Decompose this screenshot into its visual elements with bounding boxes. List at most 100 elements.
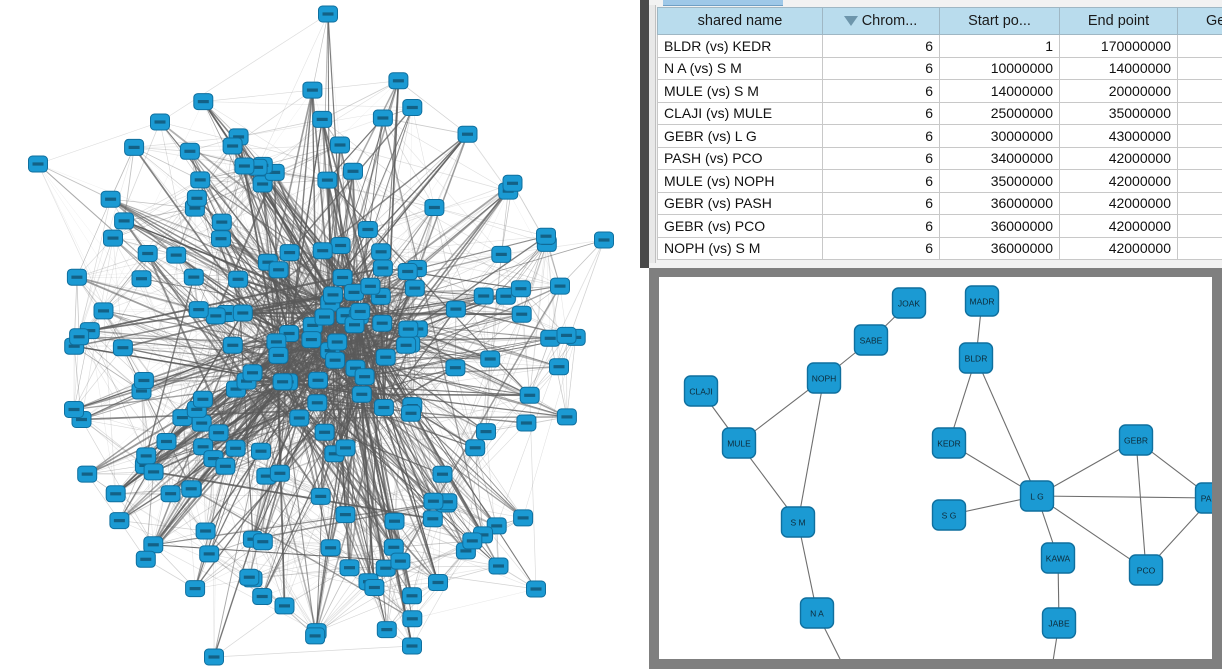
cell-start_point[interactable]: 30000000 (939, 124, 1060, 148)
cell-start_point[interactable]: 36000000 (939, 236, 1060, 260)
full-network-panel[interactable] (0, 0, 640, 669)
subnetwork-edge[interactable] (975, 357, 1038, 497)
cell-shared_name[interactable]: CLAJI (vs) MULE (657, 101, 823, 125)
node-shape[interactable] (891, 287, 927, 319)
table-scroll-area[interactable]: shared name Chrom... Start po... End poi… (657, 7, 1222, 268)
subnetwork-node[interactable]: S M (780, 506, 816, 538)
cell-shared_name[interactable]: GEBR (vs) PASH (657, 191, 823, 215)
cell-end_point[interactable]: 42000000 (1059, 191, 1178, 215)
cell-end_point[interactable]: 35000000 (1059, 101, 1178, 125)
cell-end_point[interactable]: 42000000 (1059, 214, 1178, 238)
node-shape[interactable] (806, 362, 842, 394)
subnetwork-node[interactable]: L G (1019, 480, 1055, 512)
node-shape[interactable] (683, 375, 719, 407)
cell-chromosome[interactable]: 6 (822, 146, 940, 170)
node-shape[interactable] (853, 324, 889, 356)
cell-shared_name[interactable]: NOPH (vs) S M (657, 236, 823, 260)
table-row[interactable]: GEBR (vs) PCO636000000420000008.4 (657, 214, 1222, 238)
table-row[interactable]: CLAJI (vs) MULE625000000350000005.9 (657, 101, 1222, 125)
table-row[interactable]: BLDR (vs) KEDR61170000000192.0 (657, 34, 1222, 58)
cell-genetic[interactable]: 8.4 (1177, 214, 1222, 238)
cell-end_point[interactable]: 170000000 (1059, 34, 1178, 58)
node-shape[interactable] (1040, 542, 1076, 574)
cell-chromosome[interactable]: 6 (822, 56, 940, 80)
column-header-shared-name[interactable]: shared name (657, 7, 823, 35)
subnetwork-panel[interactable]: JOAK MADR SABE BLDR NOPH CLAJI GEBR KEDR MULE L G… (649, 268, 1222, 669)
cell-start_point[interactable]: 34000000 (939, 146, 1060, 170)
subnetwork-node[interactable]: MADR (964, 285, 1000, 317)
column-header-chromosome[interactable]: Chrom... (822, 7, 940, 35)
subnetwork-edge[interactable] (1036, 495, 1147, 571)
subnetwork-edge[interactable] (1036, 495, 1212, 499)
node-shape[interactable] (1041, 607, 1077, 639)
subnetwork-node[interactable]: BLDR (958, 342, 994, 374)
cell-start_point[interactable]: 36000000 (939, 214, 1060, 238)
cell-shared_name[interactable]: BLDR (vs) KEDR (657, 34, 823, 58)
cell-shared_name[interactable]: GEBR (vs) L G (657, 124, 823, 148)
subnetwork-node[interactable]: KAWA (1040, 542, 1076, 574)
table-row[interactable]: GEBR (vs) PASH636000000420000008.9 (657, 191, 1222, 215)
node-shape[interactable] (931, 499, 967, 531)
cell-chromosome[interactable]: 6 (822, 236, 940, 260)
subnetwork-node[interactable]: S G (931, 499, 967, 531)
column-header-end-point[interactable]: End point (1059, 7, 1178, 35)
cell-chromosome[interactable]: 6 (822, 101, 940, 125)
subnetwork-node[interactable]: GEBR (1118, 424, 1154, 456)
edge-table-panel[interactable]: shared name Chrom... Start po... End poi… (640, 0, 1222, 268)
cell-start_point[interactable]: 10000000 (939, 56, 1060, 80)
cell-genetic[interactable]: 8.9 (1177, 191, 1222, 215)
node-shape[interactable] (721, 427, 757, 459)
column-header-genetic[interactable]: Genetic... (1177, 7, 1222, 35)
cell-genetic[interactable]: 11.4 (1177, 146, 1222, 170)
subnetwork-node[interactable]: CLAJI (683, 375, 719, 407)
node-shape[interactable] (799, 597, 835, 629)
cell-end_point[interactable]: 42000000 (1059, 236, 1178, 260)
subnetwork-node[interactable]: N A (799, 597, 835, 629)
cell-end_point[interactable]: 42000000 (1059, 169, 1178, 193)
table-row[interactable]: MULE (vs) S M614000000200000007.5 (657, 79, 1222, 103)
cell-end_point[interactable]: 20000000 (1059, 79, 1178, 103)
cell-chromosome[interactable]: 6 (822, 191, 940, 215)
full-network-canvas[interactable] (0, 0, 640, 669)
table-row[interactable]: NOPH (vs) S M636000000420000009.9 (657, 236, 1222, 260)
cell-end_point[interactable]: 14000000 (1059, 56, 1178, 80)
cell-genetic[interactable]: 192.0 (1177, 34, 1222, 58)
table-top-scrollbar[interactable] (663, 0, 783, 6)
cell-start_point[interactable]: 25000000 (939, 101, 1060, 125)
table-row[interactable]: PASH (vs) PCO6340000004200000011.4 (657, 146, 1222, 170)
cell-shared_name[interactable]: MULE (vs) S M (657, 79, 823, 103)
table-row[interactable]: GEBR (vs) L G6300000004300000016.9 (657, 124, 1222, 148)
node-shape[interactable] (1019, 480, 1055, 512)
subnetwork-node[interactable]: MULE (721, 427, 757, 459)
cell-genetic[interactable]: 16.9 (1177, 124, 1222, 148)
node-shape[interactable] (964, 285, 1000, 317)
cell-start_point[interactable]: 1 (939, 34, 1060, 58)
subnetwork-node[interactable]: PCO (1128, 554, 1164, 586)
cell-end_point[interactable]: 43000000 (1059, 124, 1178, 148)
cell-start_point[interactable]: 35000000 (939, 169, 1060, 193)
cell-chromosome[interactable]: 6 (822, 214, 940, 238)
cell-genetic[interactable]: 5.9 (1177, 101, 1222, 125)
subnetwork-node[interactable]: PASH (1194, 482, 1213, 514)
cell-start_point[interactable]: 14000000 (939, 79, 1060, 103)
cell-end_point[interactable]: 42000000 (1059, 146, 1178, 170)
subnetwork-canvas[interactable]: JOAK MADR SABE BLDR NOPH CLAJI GEBR KEDR MULE L G… (659, 277, 1212, 659)
node-shape[interactable] (1194, 482, 1213, 514)
table-left-scrollbar[interactable] (649, 5, 656, 263)
subnetwork-edge[interactable] (1135, 439, 1147, 571)
cell-genetic[interactable]: 10.5 (1177, 169, 1222, 193)
table-row[interactable]: N A (vs) S M610000000140000006.6 (657, 56, 1222, 80)
node-shape[interactable] (958, 342, 994, 374)
cell-genetic[interactable]: 6.6 (1177, 56, 1222, 80)
subnetwork-node[interactable]: JOAK (891, 287, 927, 319)
subnetwork-node[interactable]: NOPH (806, 362, 842, 394)
node-shape[interactable] (1128, 554, 1164, 586)
subnetwork-node[interactable]: JABE (1041, 607, 1077, 639)
cell-chromosome[interactable]: 6 (822, 34, 940, 58)
cell-shared_name[interactable]: N A (vs) S M (657, 56, 823, 80)
cell-chromosome[interactable]: 6 (822, 79, 940, 103)
cell-genetic[interactable]: 9.9 (1177, 236, 1222, 260)
node-shape[interactable] (931, 427, 967, 459)
subnetwork-node[interactable]: SABE (853, 324, 889, 356)
cell-start_point[interactable]: 36000000 (939, 191, 1060, 215)
